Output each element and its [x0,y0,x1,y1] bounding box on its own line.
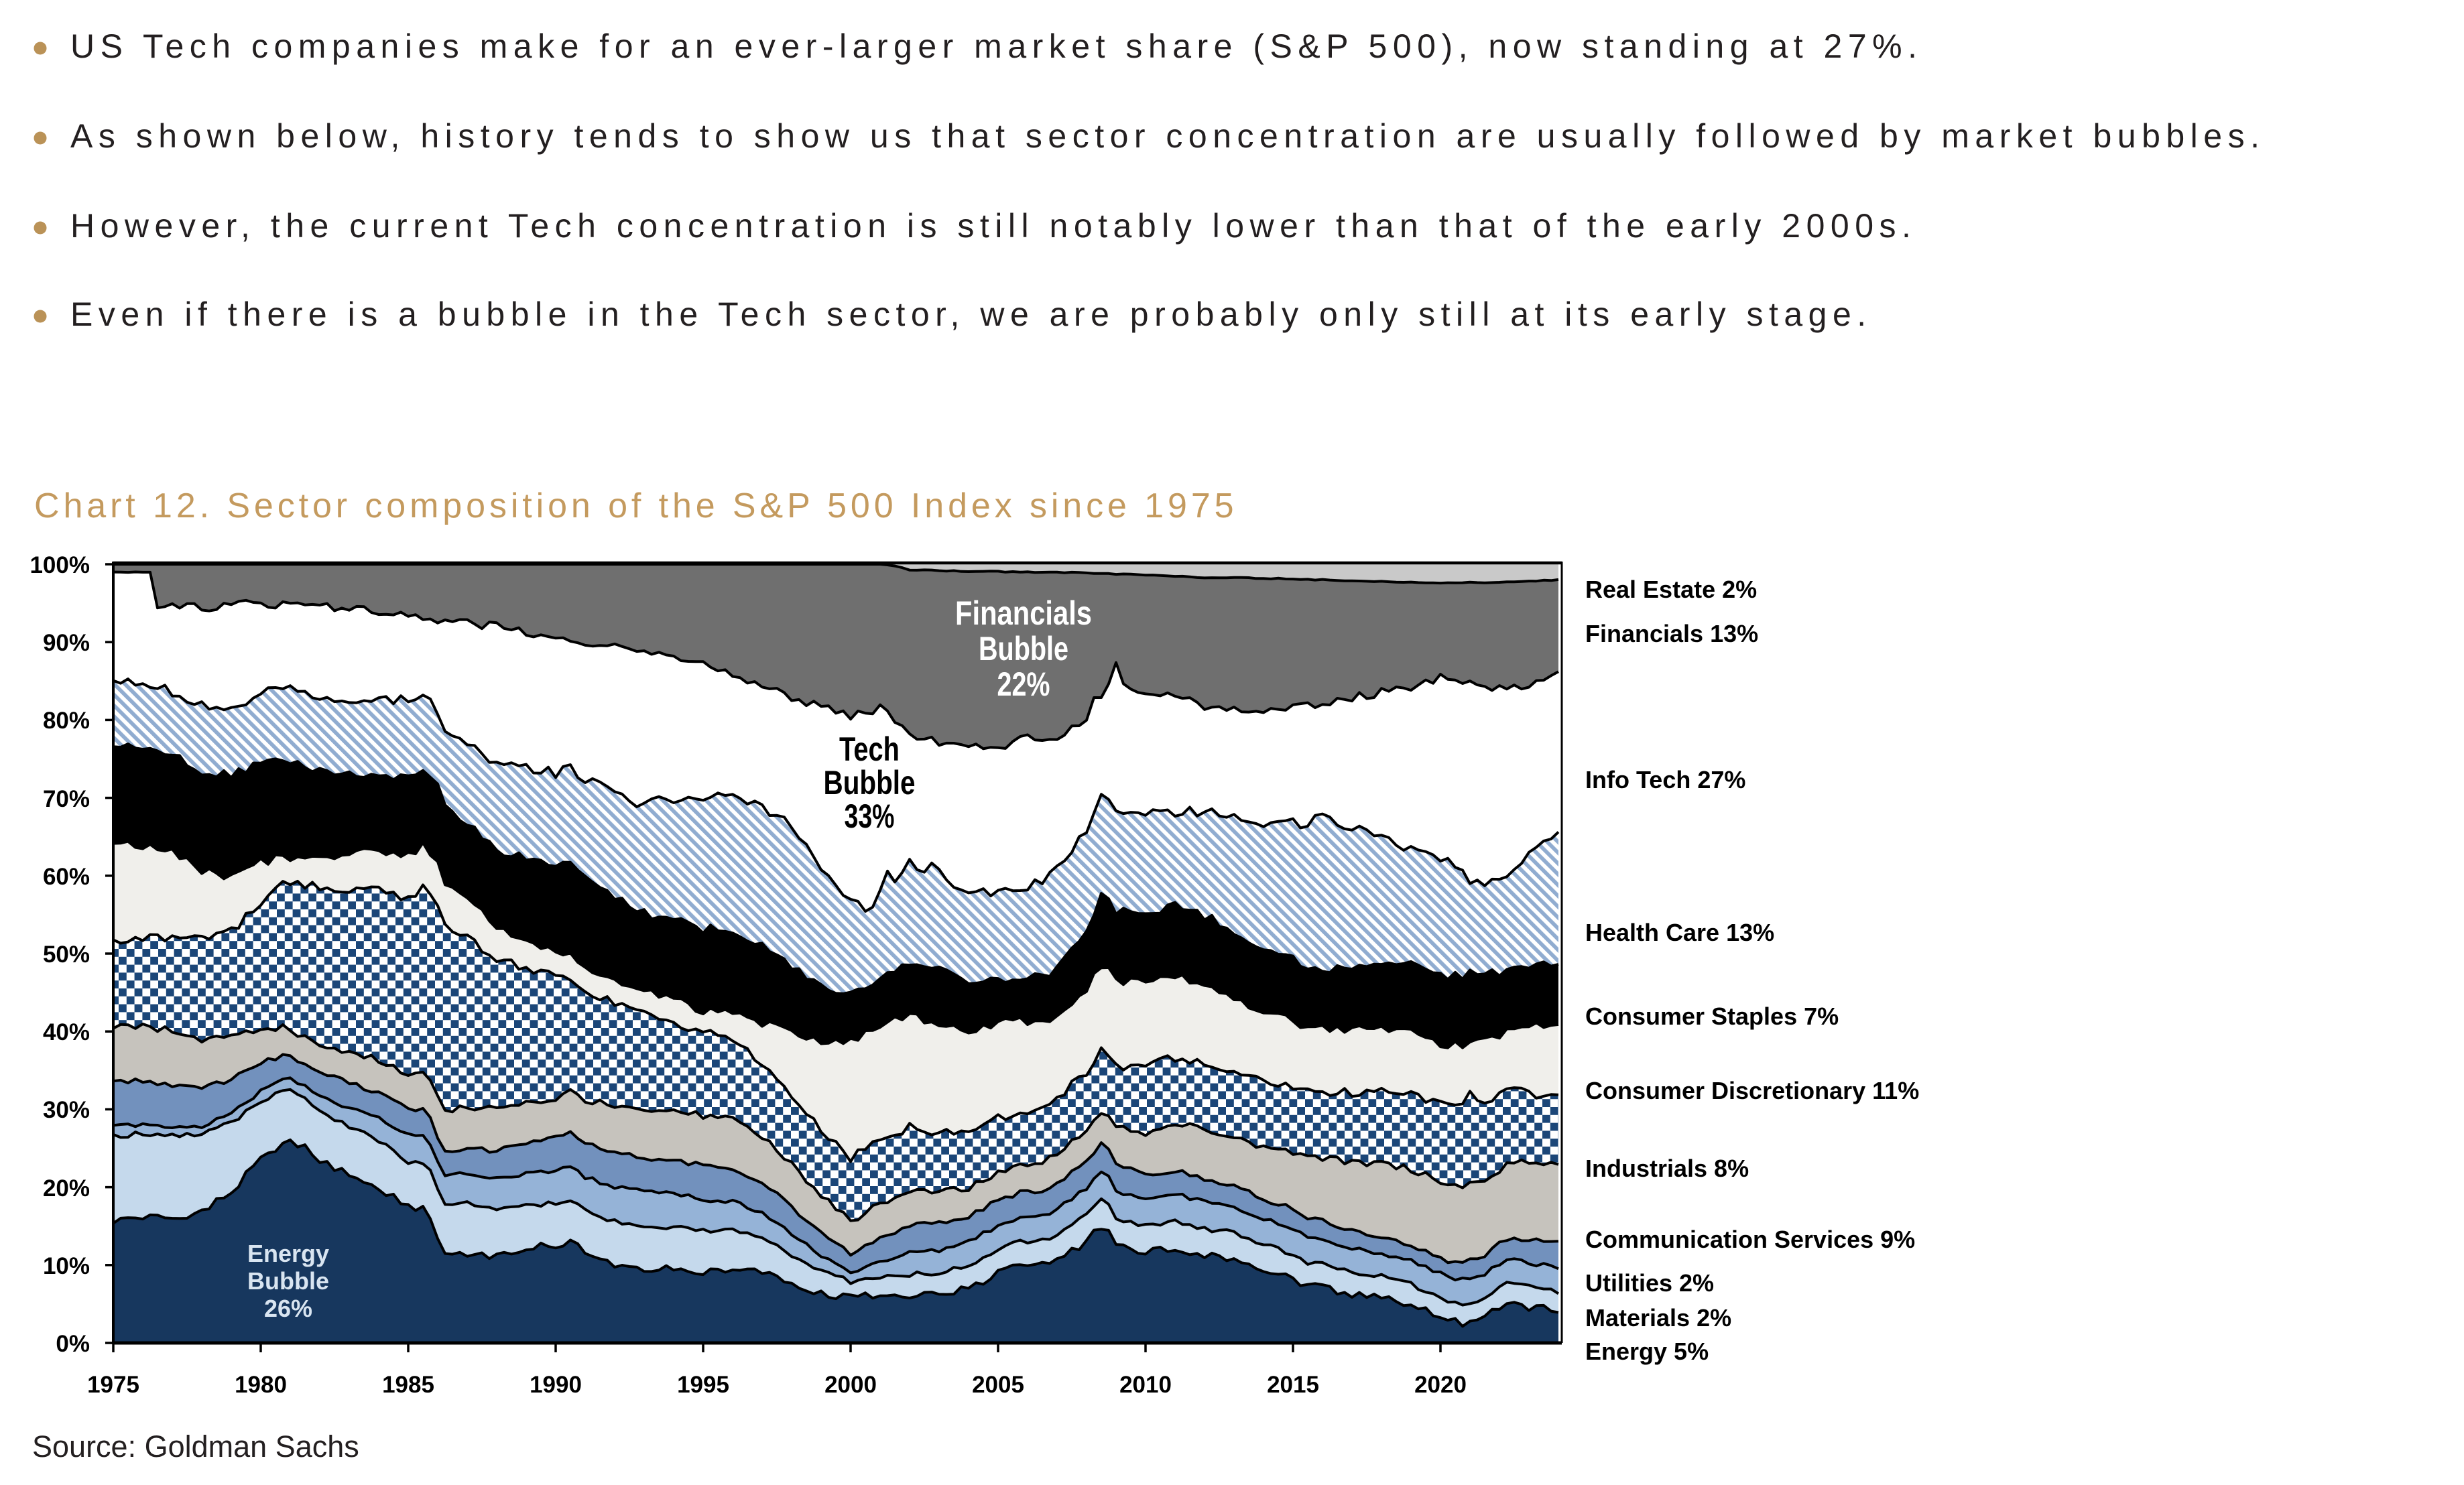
svg-text:90%: 90% [43,630,90,656]
svg-text:1985: 1985 [382,1372,434,1398]
svg-text:60%: 60% [43,864,90,890]
svg-text:1990: 1990 [530,1372,582,1398]
svg-text:1995: 1995 [677,1372,729,1398]
svg-text:Materials 2%: Materials 2% [1585,1304,1731,1332]
svg-text:However, the current Tech conc: However, the current Tech concentration … [70,207,1916,245]
svg-text:Bubble: Bubble [247,1267,329,1295]
svg-text:As shown below, history tends: As shown below, history tends to show us… [70,117,2266,155]
svg-text:50%: 50% [43,942,90,968]
svg-text:Tech: Tech [839,730,900,768]
svg-text:2005: 2005 [972,1372,1024,1398]
svg-text:40%: 40% [43,1019,90,1045]
svg-text:2015: 2015 [1267,1372,1319,1398]
svg-text:26%: 26% [264,1295,312,1322]
svg-text:Bubble: Bubble [979,630,1068,667]
svg-text:33%: 33% [845,797,895,835]
svg-text:1980: 1980 [235,1372,287,1398]
svg-text:Real Estate 2%: Real Estate 2% [1585,576,1757,603]
svg-text:Financials 13%: Financials 13% [1585,620,1758,647]
svg-text:Chart 12. Sector composition o: Chart 12. Sector composition of the S&P … [34,487,1237,525]
svg-text:Consumer Staples 7%: Consumer Staples 7% [1585,1003,1839,1030]
svg-text:70%: 70% [43,786,90,812]
svg-text:Energy 5%: Energy 5% [1585,1338,1709,1365]
svg-text:Bubble: Bubble [824,764,916,801]
svg-text:Consumer Discretionary 11%: Consumer Discretionary 11% [1585,1077,1919,1104]
svg-text:100%: 100% [29,552,90,578]
svg-text:Energy: Energy [247,1240,329,1267]
svg-text:30%: 30% [43,1097,90,1123]
svg-text:1975: 1975 [87,1372,139,1398]
svg-text:Industrials 8%: Industrials 8% [1585,1155,1749,1182]
svg-text:Financials: Financials [955,594,1092,632]
svg-text:20%: 20% [43,1175,90,1202]
svg-text:80%: 80% [43,708,90,734]
svg-text:Source: Goldman Sachs: Source: Goldman Sachs [32,1429,359,1464]
svg-text:22%: 22% [997,665,1050,703]
svg-text:Utilities 2%: Utilities 2% [1585,1269,1714,1297]
svg-text:Health Care 13%: Health Care 13% [1585,919,1774,946]
svg-text:Even if there is a bubble in t: Even if there is a bubble in the Tech se… [70,296,1872,333]
svg-text:2020: 2020 [1414,1372,1467,1398]
svg-text:2010: 2010 [1119,1372,1172,1398]
svg-text:2000: 2000 [824,1372,877,1398]
svg-text:Info Tech 27%: Info Tech 27% [1585,766,1745,793]
svg-text:0%: 0% [56,1331,90,1357]
svg-text:10%: 10% [43,1253,90,1279]
svg-text:US Tech companies make for an: US Tech companies make for an ever-large… [70,27,1923,65]
svg-text:Communication Services 9%: Communication Services 9% [1585,1226,1915,1253]
